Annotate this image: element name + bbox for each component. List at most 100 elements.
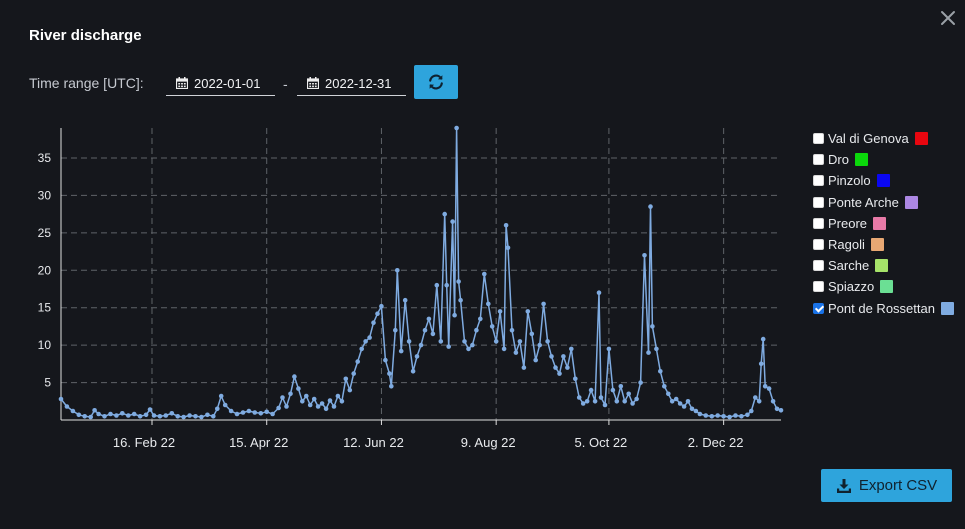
legend-item[interactable]: Ponte Arche [813,192,954,213]
x-tick-label: 2. Dec 22 [688,435,744,450]
dialog-title: River discharge [29,27,142,44]
data-point [503,223,509,228]
data-point [733,413,738,418]
data-point [553,365,558,370]
legend-item[interactable]: Pinzolo [813,170,954,191]
legend-label: Sarche [828,258,870,274]
legend-item[interactable]: Ragoli [813,234,954,255]
legend-label: Preore [828,215,868,231]
refresh-button[interactable] [414,65,458,99]
legend-item[interactable]: Spiazzo [813,276,954,297]
data-point [280,395,285,400]
data-point [292,374,297,379]
data-point [175,414,180,419]
data-point [673,396,679,402]
data-point [410,369,416,374]
data-point [703,413,709,418]
data-point [371,320,376,325]
legend-swatch [876,174,890,188]
data-point [444,282,450,288]
data-point [430,331,436,337]
legend-item[interactable]: Preore [813,213,954,234]
close-icon[interactable] [937,7,959,29]
data-point [638,380,643,385]
data-point [666,391,671,397]
date-separator: - [283,76,288,92]
data-point [406,339,412,344]
checkbox[interactable] [813,260,824,272]
data-point [215,406,220,412]
data-point [211,414,216,419]
checkbox[interactable] [813,281,824,293]
x-tick-label: 5. Oct 22 [575,435,628,450]
data-point [199,414,204,420]
discharge-chart: 5 10 15 20 25 30 35 16. Feb 22 15. Apr 22 12. Jun… [38,125,784,450]
data-point [96,411,101,417]
data-point [462,339,467,344]
legend-item[interactable]: Dro [813,149,954,170]
data-point [82,414,87,419]
data-point [304,393,309,399]
end-date-field[interactable]: 2022-12-31 [297,71,406,96]
legend-swatch [914,132,928,146]
data-point [541,301,546,307]
data-point [228,408,234,414]
data-point [685,399,691,404]
data-point [598,395,604,400]
data-point [387,371,392,376]
legend-swatch [904,195,918,209]
data-point [426,316,432,322]
data-point [240,410,246,415]
data-point [335,393,341,399]
x-tick-label: 16. Feb 22 [113,435,175,450]
y-tick-label: 30 [38,188,52,202]
data-point [745,412,750,418]
data-point [626,391,631,397]
data-point [327,398,333,403]
checkbox[interactable] [813,133,824,145]
checkbox[interactable] [813,154,824,166]
data-point [454,125,459,131]
checkbox[interactable] [813,175,824,187]
data-point [497,309,503,314]
data-point [296,386,301,391]
data-point [222,402,228,408]
data-point [414,354,420,359]
legend-label: Ponte Arche [828,194,899,210]
data-point [509,327,515,333]
data-point [258,411,264,416]
legend-label: Pont de Rossettan [828,300,935,316]
data-point [758,361,764,367]
data-point [681,404,687,409]
start-date-field[interactable]: 2022-01-01 [166,71,275,96]
data-point [246,408,252,414]
checkbox[interactable] [813,302,824,314]
x-tick-label: 12. Jun 22 [343,435,404,450]
data-point [452,312,457,318]
y-tick-label: 15 [38,301,52,315]
legend-label: Ragoli [828,237,865,253]
data-point [264,409,270,415]
checkbox[interactable] [813,217,824,229]
legend-item[interactable]: Sarche [813,255,954,276]
legend-item[interactable]: Val di Genova [813,128,954,149]
data-point [343,376,349,382]
data-point [529,331,535,337]
data-point [561,354,566,359]
legend-item[interactable]: Pont de Rossettan [813,298,954,319]
data-point [466,346,471,352]
legend-swatch [873,216,887,230]
checkbox[interactable] [813,196,824,208]
data-point [493,339,499,344]
data-point [646,350,651,355]
calendar-icon [307,77,319,89]
data-point [169,411,175,416]
data-point [622,399,627,404]
data-point [634,396,639,402]
export-csv-button[interactable]: Export CSV [821,469,952,502]
y-tick-label: 5 [44,376,51,390]
checkbox[interactable] [813,239,824,251]
legend-swatch [854,153,868,167]
data-point [760,336,766,342]
data-point [143,412,149,418]
